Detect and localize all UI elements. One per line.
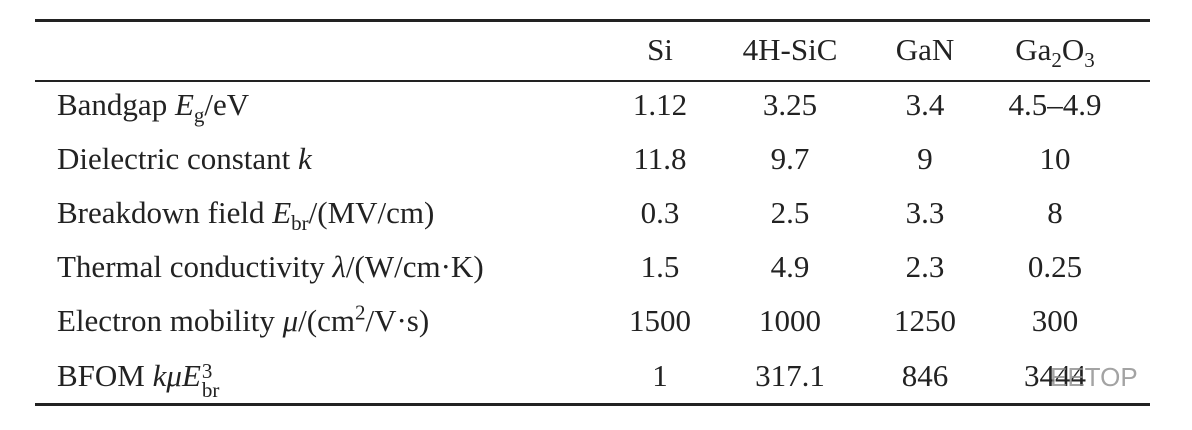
table-cell: 3.3 [905,195,945,230]
table-cell: 317.1 [755,358,825,393]
table-cell: 1.12 [632,87,688,122]
bottom-rule [35,403,1150,406]
table-cell: 1.5 [640,249,680,284]
column-header: 4H-SiC [742,32,838,67]
table-cell: 1000 [759,303,821,338]
table-cell: 0.3 [640,195,680,230]
table-cell: 846 [901,358,949,393]
table-cell: 1 [652,358,668,393]
row-label: Dielectric constant k [57,141,312,176]
row-label: Thermal conductivity λ/(W/cm·K) [57,249,484,284]
row-label: BFOM kμE 3 br [57,358,220,402]
watermark: EETOP [1050,362,1138,392]
table-cell: 11.8 [633,141,687,176]
column-header: Ga2O3 [1015,32,1095,73]
table-cell: 1250 [894,303,956,338]
table-cell: 3.25 [762,87,818,122]
table-cell: 2.3 [905,249,945,284]
row-label: Breakdown field Ebr/(MV/cm) [57,195,435,236]
column-header: Si [647,32,673,67]
top-rule [35,19,1150,22]
table-cell: 4.9 [770,249,810,284]
row-label: Electron mobility μ/(cm2/V·s) [57,300,430,338]
table-cell: 4.5–4.9 [1008,87,1102,122]
row-label: Bandgap Eg/eV [57,87,250,128]
table-cell: 3444 [1024,358,1086,393]
header-rule [35,80,1150,82]
table-cell: 9.7 [770,141,810,176]
table-cell: 300 [1031,303,1079,338]
table-cell: 1500 [629,303,691,338]
table-cell: 0.25 [1027,249,1083,284]
table-cell: 9 [917,141,933,176]
table-cell: 8 [1047,195,1063,230]
table-cell: 3.4 [905,87,945,122]
table-cell: 10 [1039,141,1071,176]
column-header: GaN [895,32,955,67]
table-cell: 2.5 [770,195,810,230]
